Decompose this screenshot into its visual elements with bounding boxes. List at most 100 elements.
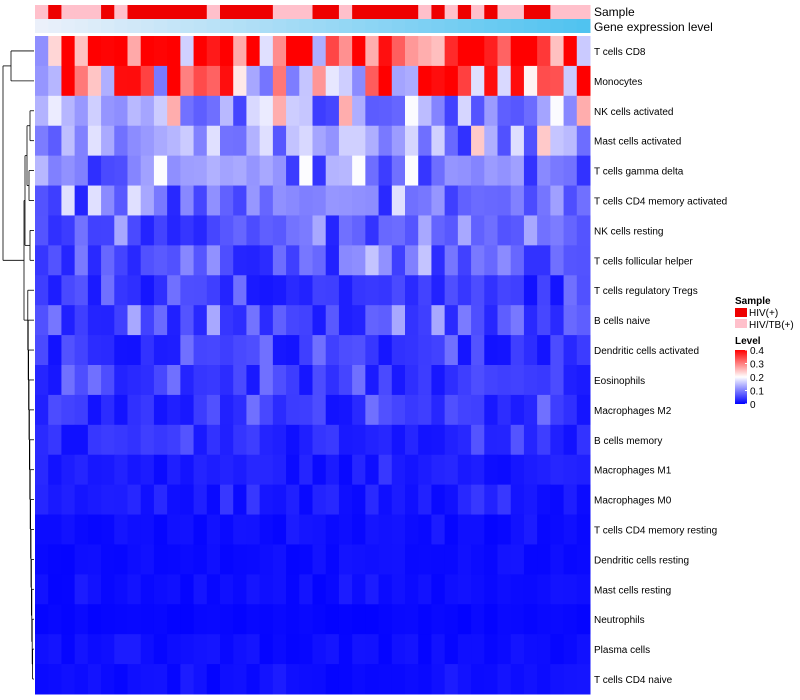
heatmap-cell: [338, 454, 353, 486]
heatmap-cell: [35, 125, 49, 157]
heatmap-cell: [418, 604, 432, 635]
heatmap-cell: [444, 365, 459, 396]
heatmap-cell: [286, 95, 300, 127]
heatmap-cell: [35, 335, 49, 366]
expression-anno-cell: [378, 19, 393, 33]
heatmap-cell: [140, 245, 155, 276]
heatmap-cell: [497, 125, 512, 157]
heatmap-cell: [457, 484, 472, 516]
heatmap-cell: [220, 65, 234, 97]
heatmap-cell: [537, 484, 551, 516]
heatmap-cell: [523, 365, 538, 396]
heatmap-cell: [48, 574, 62, 605]
heatmap-cell: [259, 604, 274, 635]
heatmap-cell: [140, 454, 155, 486]
sample-anno-cell: [193, 5, 208, 19]
heatmap-cell: [61, 394, 76, 426]
heatmap-cell: [101, 484, 115, 516]
heatmap-cell: [87, 454, 102, 486]
heatmap-cell: [576, 664, 591, 695]
heatmap-cell: [61, 245, 76, 276]
sample-anno-cell: [523, 5, 538, 19]
heatmap-cell: [471, 574, 485, 605]
heatmap-cell: [153, 454, 168, 486]
heatmap-cell: [457, 65, 472, 97]
heatmap-cell: [457, 574, 472, 605]
expression-anno-cell: [87, 19, 102, 33]
heatmap-cell: [87, 634, 102, 665]
heatmap-cell: [259, 65, 274, 97]
heatmap-cell: [405, 155, 419, 187]
heatmap-cell: [272, 275, 287, 306]
heatmap-cell: [61, 424, 76, 456]
heatmap-cells: [35, 36, 591, 695]
heatmap-cell: [87, 65, 102, 97]
heatmap-cell: [140, 335, 155, 366]
heatmap-cell: [246, 664, 261, 695]
heatmap-cell: [206, 335, 221, 366]
heatmap-cell: [35, 245, 49, 276]
heatmap-cell: [180, 484, 195, 516]
heatmap-cell: [497, 365, 512, 396]
heatmap-cell: [497, 215, 512, 246]
heatmap-cell: [140, 634, 155, 665]
row-label: Eosinophils: [594, 376, 645, 387]
heatmap-cell: [127, 664, 142, 695]
heatmap-cell: [233, 335, 247, 366]
heatmap-cell: [180, 245, 195, 276]
heatmap-cell: [87, 275, 102, 306]
heatmap-cell: [167, 95, 181, 127]
expression-anno-cell: [272, 19, 287, 33]
heatmap-cell: [378, 424, 393, 456]
heatmap-cell: [180, 424, 195, 456]
heatmap-cell: [180, 365, 195, 396]
expression-anno-cell: [497, 19, 512, 33]
heatmap-cell: [246, 544, 261, 575]
heatmap-cell: [74, 454, 89, 486]
heatmap-cell: [325, 365, 340, 396]
heatmap-cell: [193, 574, 208, 605]
heatmap-cell: [153, 155, 168, 187]
heatmap-cell: [378, 604, 393, 635]
heatmap-cell: [312, 514, 327, 545]
heatmap-cell: [299, 125, 313, 157]
heatmap-cell: [391, 215, 406, 246]
heatmap-cell: [563, 95, 578, 127]
heatmap-cell: [523, 65, 538, 97]
row-label: Plasma cells: [594, 645, 650, 656]
heatmap-cell: [127, 185, 142, 216]
heatmap-cell: [510, 394, 525, 426]
heatmap-cell: [61, 215, 76, 246]
heatmap-cell: [127, 335, 142, 366]
heatmap-cell: [576, 574, 591, 605]
heatmap-cell: [74, 365, 89, 396]
heatmap-cell: [48, 365, 62, 396]
heatmap-cell: [35, 275, 49, 306]
heatmap-cell: [405, 65, 419, 97]
heatmap-cell: [259, 215, 274, 246]
heatmap-cell: [431, 125, 446, 157]
heatmap-cell: [61, 305, 76, 336]
heatmap-cell: [167, 424, 181, 456]
sample-anno-cell: [365, 5, 380, 19]
heatmap-cell: [127, 424, 142, 456]
heatmap-cell: [87, 305, 102, 336]
heatmap-cell: [153, 245, 168, 276]
heatmap-cell: [299, 365, 313, 396]
heatmap-cell: [180, 394, 195, 426]
heatmap-cell: [563, 365, 578, 396]
heatmap-cell: [127, 514, 142, 545]
row-label: Neutrophils: [594, 615, 645, 626]
heatmap-cell: [127, 155, 142, 187]
heatmap-cell: [563, 604, 578, 635]
heatmap-cell: [127, 394, 142, 426]
heatmap-cell: [114, 634, 128, 665]
heatmap-cell: [325, 215, 340, 246]
heatmap-cell: [48, 185, 62, 216]
heatmap-cell: [206, 604, 221, 635]
sample-anno-cell: [576, 5, 591, 19]
heatmap-cell: [405, 305, 419, 336]
heatmap-cell: [101, 95, 115, 127]
heatmap-cell: [510, 275, 525, 306]
heatmap-cell: [272, 634, 287, 665]
